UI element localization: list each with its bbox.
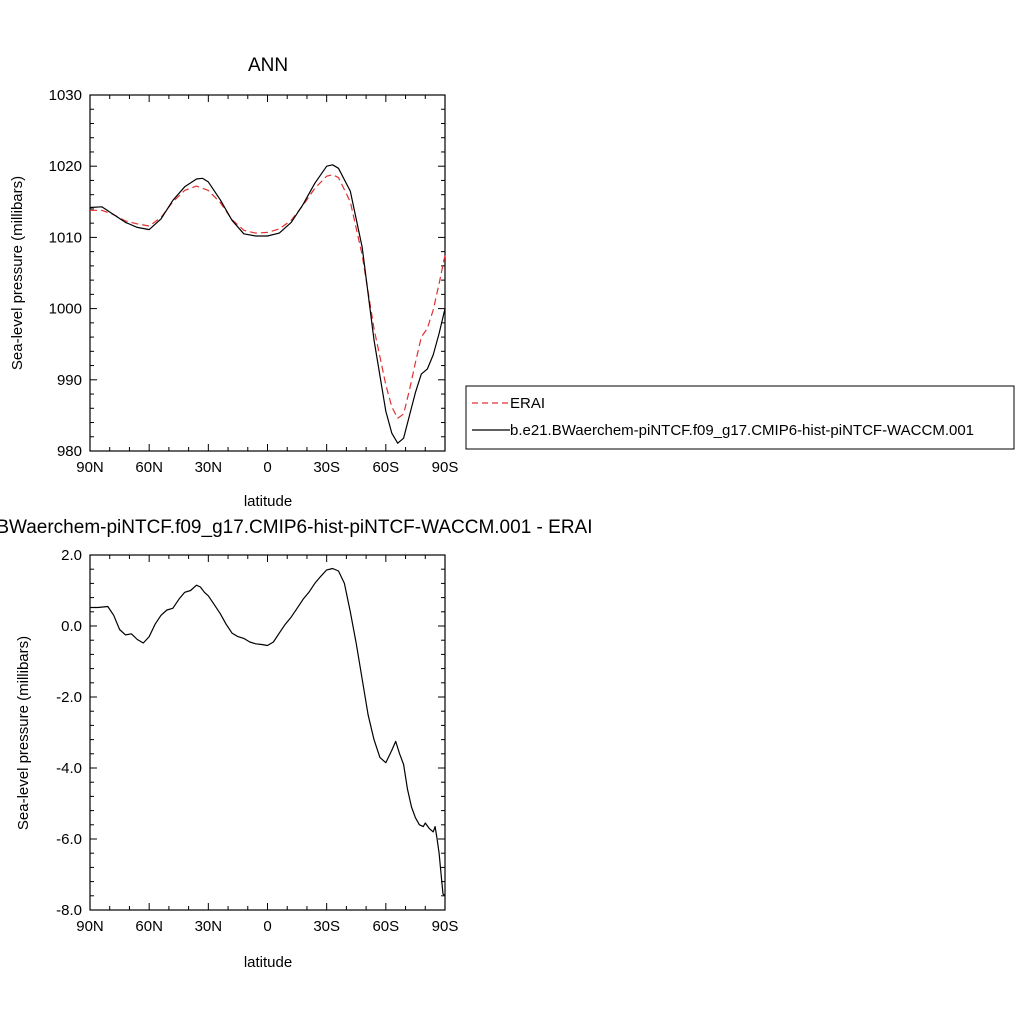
chart-top-y-tick-label: 1010	[49, 229, 82, 246]
chart-bottom-y-tick-label: -2.0	[56, 689, 82, 706]
chart-bottom-x-tick-label: 30N	[195, 918, 223, 935]
chart-bottom-x-tick-label: 60S	[372, 918, 399, 935]
chart-bottom-y-tick-label: 0.0	[61, 618, 82, 635]
chart-top-y-tick-label: 1030	[49, 87, 82, 104]
chart-bottom-x-tick-label: 90N	[76, 918, 104, 935]
chart-top-x-tick-label: 30N	[195, 459, 223, 476]
chart-top-title: ANN	[248, 55, 288, 76]
chart-top-x-tick-label: 60S	[372, 459, 399, 476]
chart-top-y-tick-label: 1020	[49, 158, 82, 175]
chart-bottom-ylabel: Sea-level pressure (millibars)	[15, 636, 32, 830]
chart-top: ANN 90N 60N 30N 0 30S 60S 90S 980 990 1000 1010 102…	[9, 55, 458, 510]
chart-bottom-xlabel: latitude	[244, 954, 292, 971]
chart-top-y-tick-label: 980	[57, 443, 82, 460]
chart-bottom-plot-area: 90N 60N 30N 0 30S 60S 90S -8.0 -6.0 -4.0 -2.0 0.0 2.…	[56, 547, 458, 935]
chart-top-y-tick-label: 1000	[49, 301, 82, 318]
chart-bottom-x-tick-label: 90S	[432, 918, 459, 935]
chart-top-x-tick-label: 30S	[313, 459, 340, 476]
chart-bottom-title: b.e21.BWaerchem-piNTCF.f09_g17.CMIP6-his…	[0, 517, 593, 538]
chart-bottom: b.e21.BWaerchem-piNTCF.f09_g17.CMIP6-his…	[0, 517, 593, 971]
chart-top-series-line-model	[89, 164, 446, 444]
chart-bottom-frame	[89, 554, 446, 911]
chart-bottom-series-line-model	[90, 567, 446, 897]
chart-top-x-tick-label: 90N	[76, 459, 104, 476]
chart-top-ylabel: Sea-level pressure (millibars)	[9, 176, 26, 370]
chart-top-xlabel: latitude	[244, 493, 292, 510]
legend-label-erai: ERAI	[510, 395, 545, 412]
chart-top-x-tick-label: 0	[263, 459, 271, 476]
legend: ERAI b.e21.BWaerchem-piNTCF.f09_g17.CMIP…	[465, 385, 1015, 450]
chart-bottom-y-tick-label: -8.0	[56, 902, 82, 919]
chart-bottom-y-tick-label: 2.0	[61, 547, 82, 564]
chart-top-x-tick-label: 60N	[135, 459, 163, 476]
chart-top-y-tick-label: 990	[57, 372, 82, 389]
chart-bottom-y-tick-label: -4.0	[56, 760, 82, 777]
legend-box	[465, 385, 1015, 450]
legend-label-model: b.e21.BWaerchem-piNTCF.f09_g17.CMIP6-his…	[510, 422, 974, 439]
chart-top-frame	[89, 94, 446, 452]
chart-top-plot-area: 90N 60N 30N 0 30S 60S 90S 980 990 1000 1010 1020 103…	[49, 87, 459, 476]
chart-top-x-tick-label: 90S	[432, 459, 459, 476]
chart-bottom-x-tick-label: 30S	[313, 918, 340, 935]
chart-top-series-line-erai	[90, 174, 446, 419]
chart-bottom-x-tick-label: 0	[263, 918, 271, 935]
chart-bottom-y-tick-label: -6.0	[56, 831, 82, 848]
chart-bottom-x-tick-label: 60N	[135, 918, 163, 935]
